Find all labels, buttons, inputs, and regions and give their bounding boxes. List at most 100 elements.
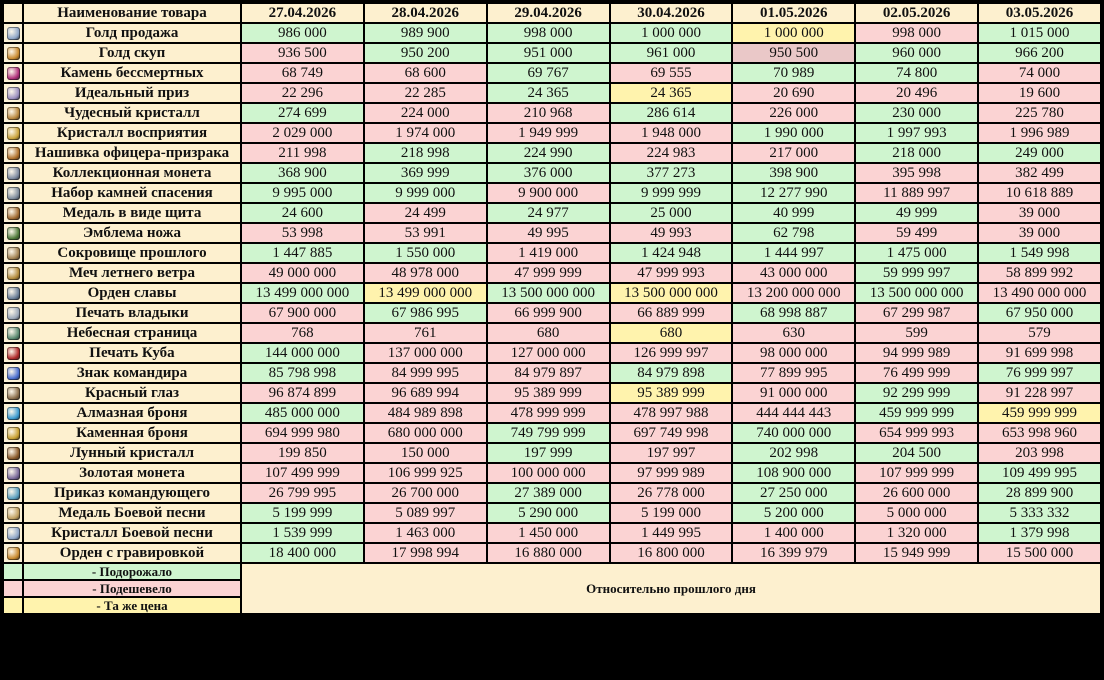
price-cell: 5 199 000 [608,502,734,524]
date-header: 01.05.2026 [731,2,857,24]
item-row: Камень бессмертных 68 749 68 600 69 767 69 5… [2,62,1102,84]
price-cell: 13 200 000 000 [731,282,857,304]
item-name: Медаль Боевой песни [22,502,242,524]
price-cell: 761 [362,322,488,344]
price-cell: 126 999 997 [608,342,734,364]
item-icon [6,227,20,241]
price-cell: 951 000 [485,42,611,64]
item-row: Печать Куба 144 000 000 137 000 000 127 000… [2,342,1102,364]
price-cell: 17 998 994 [362,542,488,564]
price-cell: 697 749 998 [608,422,734,444]
item-icon [6,447,20,461]
price-cell: 989 900 [362,22,488,44]
price-cell: 67 299 987 [854,302,980,324]
item-icon [6,147,20,161]
price-cell: 16 399 979 [731,542,857,564]
item-icon [6,347,20,361]
legend-row: - Подорожало Относительно прошлого дня [2,562,1102,615]
price-cell: 106 999 925 [362,462,488,484]
price-cell: 1 997 993 [854,122,980,144]
price-cell: 966 200 [977,42,1102,64]
price-cell: 19 600 [977,82,1102,104]
price-cell: 1 974 000 [362,122,488,144]
legend-label: - Та же цена [22,596,242,615]
price-cell: 92 299 999 [854,382,980,404]
price-cell: 230 000 [854,102,980,124]
price-cell: 249 000 [977,142,1102,164]
icon-cell [2,402,24,424]
item-icon [6,187,20,201]
legend-label: - Подешевело [22,579,242,598]
item-icon [6,527,20,541]
item-row: Приказ командующего 26 799 995 26 700 000 2… [2,482,1102,504]
item-icon [6,107,20,121]
icon-cell [2,462,24,484]
price-cell: 20 690 [731,82,857,104]
item-icon [6,207,20,221]
price-cell: 5 000 000 [854,502,980,524]
price-cell: 1 990 000 [731,122,857,144]
price-cell: 1 379 998 [977,522,1102,544]
price-cell: 1 320 000 [854,522,980,544]
price-cell: 43 000 000 [731,262,857,284]
legend-swatch [2,579,24,598]
item-row: Красный глаз 96 874 899 96 689 994 95 389 9… [2,382,1102,404]
price-cell: 70 989 [731,62,857,84]
legend-row: - Подешевело [2,579,1101,598]
price-cell: 459 999 999 [854,402,980,424]
price-cell: 478 997 988 [608,402,734,424]
price-cell: 286 614 [608,102,734,124]
price-cell: 218 998 [362,142,488,164]
icon-cell [2,382,24,404]
item-icon [6,427,20,441]
price-cell: 127 000 000 [485,342,611,364]
price-cell: 395 998 [854,162,980,184]
price-cell: 998 000 [485,22,611,44]
price-cell: 15 500 000 [977,542,1102,564]
price-cell: 1 463 000 [362,522,488,544]
price-cell: 1 444 997 [731,242,857,264]
item-icon [6,27,20,41]
item-row: Нашивка офицера-призрака 211 998 218 998 22… [2,142,1102,164]
item-row: Кристалл восприятия 2 029 000 1 974 000 1 9… [2,122,1102,144]
item-name: Голд продажа [22,22,242,44]
price-cell: 768 [240,322,365,344]
icon-cell [2,502,24,524]
price-cell: 5 200 000 [731,502,857,524]
price-cell: 749 799 999 [485,422,611,444]
item-row: Каменная броня 694 999 980 680 000 000 749 … [2,422,1102,444]
item-name: Медаль в виде щита [22,202,242,224]
price-cell: 197 997 [608,442,734,464]
item-row: Небесная страница 768 761 680 680 630 599 579 [2,322,1102,344]
price-cell: 224 983 [608,142,734,164]
item-row: Идеальный приз 22 296 22 285 24 365 24 365 20… [2,82,1102,104]
price-cell: 49 993 [608,222,734,244]
price-cell: 91 228 997 [977,382,1102,404]
price-cell: 84 999 995 [362,362,488,384]
icon-cell [2,362,24,384]
price-cell: 95 389 999 [608,382,734,404]
price-cell: 218 000 [854,142,980,164]
price-cell: 9 995 000 [240,182,365,204]
price-cell: 84 979 898 [608,362,734,384]
price-cell: 77 899 995 [731,362,857,384]
item-icon [6,407,20,421]
price-cell: 47 999 999 [485,262,611,284]
price-cell: 91 000 000 [731,382,857,404]
price-cell: 9 999 999 [608,182,734,204]
price-cell: 368 900 [240,162,365,184]
icon-cell [2,522,24,544]
price-cell: 67 900 000 [240,302,365,324]
item-name: Лунный кристалл [22,442,242,464]
price-cell: 39 000 [977,222,1102,244]
icon-cell [2,222,24,244]
icon-cell [2,482,24,504]
price-cell: 654 999 993 [854,422,980,444]
icon-cell [2,42,24,64]
name-header: Наименование товара [22,2,242,24]
price-cell: 137 000 000 [362,342,488,364]
price-cell: 1 000 000 [608,22,734,44]
price-cell: 109 499 995 [977,462,1102,484]
price-cell: 76 499 999 [854,362,980,384]
price-cell: 95 389 999 [485,382,611,404]
